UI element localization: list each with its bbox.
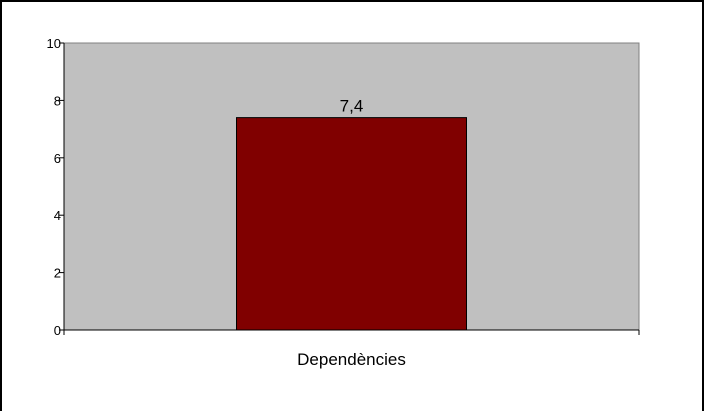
y-tick-label: 2 (54, 266, 61, 281)
category-label: Dependències (297, 350, 406, 369)
bar (236, 117, 467, 331)
y-tick-label: 4 (54, 208, 61, 223)
bars (236, 117, 467, 331)
y-tick-label: 10 (47, 36, 61, 51)
labels: 0 2 4 6 8 10 7,4 Dependències (47, 36, 406, 369)
y-tick-label: 8 (54, 93, 61, 108)
y-tick-label: 6 (54, 151, 61, 166)
data-label: 7,4 (340, 97, 364, 116)
y-tick-label: 0 (54, 323, 61, 338)
